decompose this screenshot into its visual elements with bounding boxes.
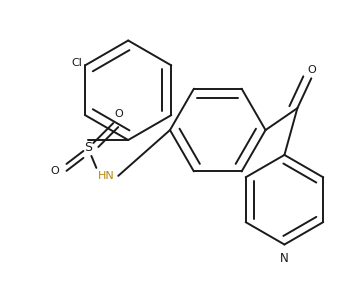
Text: O: O: [307, 65, 316, 75]
Text: O: O: [50, 166, 59, 176]
Text: N: N: [280, 253, 289, 266]
Text: O: O: [115, 109, 124, 119]
Text: S: S: [84, 141, 92, 154]
Text: HN: HN: [98, 171, 115, 181]
Text: Cl: Cl: [71, 58, 82, 68]
